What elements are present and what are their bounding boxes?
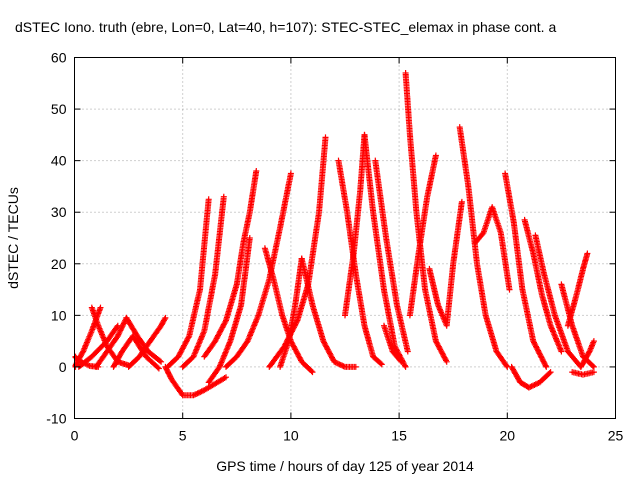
series-markers: [125, 314, 169, 370]
series-markers: [164, 196, 212, 370]
series-12: [205, 235, 253, 386]
axis-layer: 0 5 10 15 20 25 -10 0 10 20 30 40 50 60: [46, 50, 623, 444]
y-tick-label: 20: [51, 256, 67, 272]
series-19: [342, 131, 368, 319]
series-markers: [521, 216, 565, 355]
series-28: [502, 170, 550, 370]
series-markers: [93, 314, 130, 370]
series-31: [532, 232, 584, 370]
series-markers: [502, 170, 550, 370]
y-axis-title: dSTEC / TECUs: [5, 187, 21, 289]
series-24: [406, 152, 439, 319]
series-markers: [564, 250, 591, 329]
y-tick-label: 40: [51, 153, 67, 169]
series-4: [110, 333, 162, 372]
y-tick-label: 10: [51, 307, 67, 323]
series-markers: [381, 322, 405, 365]
series-11: [201, 168, 260, 360]
series-markers: [342, 131, 368, 319]
series-markers: [426, 198, 465, 329]
y-tick-label: 0: [59, 359, 67, 375]
x-tick-label: 25: [608, 428, 624, 444]
series-markers: [201, 168, 260, 360]
series-14: [261, 245, 316, 376]
series-29: [508, 363, 554, 391]
series-16: [266, 134, 329, 370]
series-markers: [261, 245, 316, 376]
series-20: [361, 131, 409, 370]
series-27: [471, 204, 513, 293]
y-tick-label: 30: [51, 204, 67, 220]
x-tick-label: 15: [391, 428, 407, 444]
series-10: [179, 193, 227, 370]
series-6: [123, 314, 165, 365]
series-markers: [471, 204, 513, 293]
series-markers: [179, 193, 227, 370]
x-tick-label: 5: [179, 428, 187, 444]
series-markers: [205, 235, 253, 386]
series-markers: [532, 232, 584, 370]
series-21: [372, 157, 411, 355]
series-22: [381, 322, 405, 365]
series-5: [93, 314, 130, 370]
series-13: [223, 170, 294, 370]
data-layer: [72, 70, 597, 399]
x-tick-label: 20: [500, 428, 516, 444]
series-34: [569, 369, 597, 378]
grid-layer: [74, 57, 616, 419]
chart-title: dSTEC Iono. truth (ebre, Lon=0, Lat=40, …: [15, 19, 556, 35]
plot-frame: [74, 57, 616, 419]
series-markers: [569, 369, 597, 378]
series-markers: [456, 124, 511, 370]
series-35: [577, 338, 597, 370]
series-markers: [372, 157, 411, 355]
y-tick-label: 60: [51, 50, 67, 66]
series-30: [521, 216, 565, 355]
series-markers: [110, 333, 162, 372]
series-33: [564, 250, 591, 329]
series-markers: [266, 134, 329, 370]
x-axis-title: GPS time / hours of day 125 of year 2014: [216, 458, 474, 474]
series-markers: [223, 170, 294, 370]
series-markers: [577, 338, 597, 370]
series-markers: [508, 363, 554, 391]
series-markers: [123, 314, 165, 365]
series-9: [164, 196, 212, 370]
series-26: [456, 124, 511, 370]
series-markers: [406, 152, 439, 319]
series-25: [426, 198, 465, 329]
series-markers: [361, 131, 409, 370]
series-17: [298, 255, 359, 370]
series-markers: [298, 255, 359, 370]
y-tick-label: 50: [51, 101, 67, 117]
series-7: [125, 314, 169, 370]
x-tick-label: 0: [71, 428, 79, 444]
x-tick-label: 10: [283, 428, 299, 444]
y-tick-label: -10: [46, 411, 66, 427]
